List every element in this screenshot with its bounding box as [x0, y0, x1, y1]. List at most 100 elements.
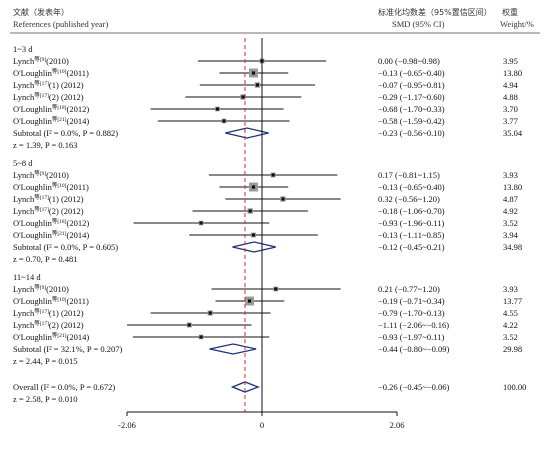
weight-text: 4.55 [503, 308, 518, 318]
study-label: Lynch等[17](1) (2012) [13, 79, 84, 90]
z-test-label: z = 0.70, P = 0.481 [13, 254, 78, 264]
ci-text: 0.32 (−0.56~1.20) [378, 194, 440, 204]
ci-text: 0.21 (−0.77~1.20) [378, 284, 440, 294]
overall-z-label: z = 2.58, P = 0.010 [13, 394, 78, 404]
weight-text: 3.70 [503, 104, 518, 114]
study-label: Lynch等[9](2010) [13, 283, 69, 294]
x-tick-label: 2.06 [390, 420, 405, 430]
weight-text: 3.77 [503, 116, 518, 126]
weight-text: 4.88 [503, 92, 518, 102]
study-label: Lynch等[9](2010) [13, 55, 69, 66]
weight-text: 100.00 [503, 382, 526, 392]
group-label: 5~8 d [13, 158, 33, 168]
ci-text: −0.23 (−0.56~0.10) [378, 128, 445, 138]
ci-text: −0.79 (−1.70~0.13) [378, 308, 445, 318]
point-estimate [281, 197, 285, 201]
subtotal-label: Subtotal (I² = 32.1%, P = 0.207) [13, 344, 122, 354]
point-estimate [199, 335, 203, 339]
study-label: O'Loughlin等[10](2011) [13, 67, 89, 78]
summary-diamond [230, 381, 260, 393]
header-effect-en: SMD (95% CI) [392, 19, 445, 29]
ci-text: −0.58 (−1.59~0.42) [378, 116, 445, 126]
ci-text: −0.12 (−0.45~0.21) [378, 242, 445, 252]
weight-text: 13.80 [503, 182, 522, 192]
ci-text: 0.17 (−0.81~1.15) [378, 170, 440, 180]
ci-text: −0.93 (−1.97~0.11) [378, 332, 444, 342]
point-estimate [187, 323, 191, 327]
header-weight-en: Weight/% [500, 19, 534, 29]
header-effect-cn: 标准化均数差（95%置信区间） [378, 7, 492, 17]
ci-text: −0.44 (−0.80~−0.09) [378, 344, 450, 354]
ci-text: −0.18 (−1.06~0.70) [378, 206, 445, 216]
point-estimate [241, 95, 245, 99]
point-estimate [271, 173, 275, 177]
weight-text: 13.77 [503, 296, 522, 306]
study-label: O'Loughlin等[10](2011) [13, 181, 89, 192]
point-estimate [215, 107, 220, 111]
ci-text: 0.00 (−0.98~0.98) [378, 56, 440, 66]
ci-text: −0.13 (−0.65~0.40) [378, 68, 445, 78]
study-label: O'Loughlin等[10](2011) [13, 295, 89, 306]
study-label: Lynch等[17](1) (2012) [13, 307, 84, 318]
subtotal-label: Subtotal (I² = 0.0%, P = 0.882) [13, 128, 118, 138]
point-estimate [247, 299, 252, 303]
study-label: Lynch等[17](2) (2012) [13, 91, 84, 102]
weight-text: 4.94 [503, 80, 519, 90]
ci-text: −0.29 (−1.17~0.60) [378, 92, 445, 102]
weight-text: 3.93 [503, 284, 518, 294]
z-test-label: z = 2.44, P = 0.015 [13, 356, 78, 366]
point-estimate [222, 119, 226, 123]
study-label: Lynch等[9](2010) [13, 169, 69, 180]
study-label: Lynch等[17](1) (2012) [13, 193, 84, 204]
study-label: O'Loughlin等[18](2012) [13, 217, 89, 228]
study-label: Lynch等[17](2) (2012) [13, 205, 84, 216]
subtotal-label: Subtotal (I² = 0.0%, P = 0.605) [13, 242, 118, 252]
point-estimate [251, 233, 256, 237]
weight-text: 29.98 [503, 344, 522, 354]
study-label: O'Loughlin等[21](2014) [13, 115, 89, 126]
ci-text: −1.11 (−2.06~−0.16) [378, 320, 449, 330]
ci-text: −0.07 (−0.95~0.81) [378, 80, 445, 90]
weight-text: 3.95 [503, 56, 518, 66]
group-label: 1~3 d [13, 44, 33, 54]
point-estimate [199, 221, 203, 225]
x-tick-label: 0 [260, 420, 264, 430]
weight-text: 3.94 [503, 230, 519, 240]
weight-text: 34.98 [503, 242, 522, 252]
weight-text: 35.04 [503, 128, 523, 138]
ci-text: −0.19 (−0.71~0.34) [378, 296, 445, 306]
point-estimate [251, 185, 256, 189]
study-label: O'Loughlin等[18](2012) [13, 103, 89, 114]
header-study-en: References (published year) [13, 19, 109, 29]
x-tick-label: -2.06 [118, 420, 136, 430]
header-study-cn: 文献（发表年） [13, 7, 69, 17]
point-estimate [248, 209, 252, 213]
study-label: O'Loughlin等[21](2014) [13, 331, 89, 342]
summary-diamond [209, 343, 257, 355]
z-test-label: z = 1.39, P = 0.163 [13, 140, 78, 150]
ci-text: −0.26 (−0.45~−0.06) [378, 382, 450, 392]
point-estimate [208, 311, 212, 315]
study-label: O'Loughlin等[21](2014) [13, 229, 89, 240]
weight-text: 3.52 [503, 218, 518, 228]
weight-text: 3.93 [503, 170, 518, 180]
group-label: 11~14 d [13, 272, 41, 282]
ci-text: −0.13 (−0.65~0.40) [378, 182, 445, 192]
weight-text: 13.80 [503, 68, 522, 78]
weight-text: 4.87 [503, 194, 518, 204]
point-estimate [255, 83, 260, 87]
ci-text: −0.13 (−1.11~0.85) [378, 230, 444, 240]
study-label: Lynch等[17](2) (2012) [13, 319, 84, 330]
header-weight-cn: 权重 [502, 7, 518, 17]
overall-label: Overall (I² = 0.0%, P = 0.672) [13, 382, 115, 392]
summary-diamond [232, 241, 276, 253]
weight-text: 4.22 [503, 320, 518, 330]
weight-text: 4.92 [503, 206, 518, 216]
ci-text: −0.93 (−1.96~0.11) [378, 218, 444, 228]
point-estimate [251, 71, 256, 75]
summary-diamond [225, 127, 269, 139]
ci-text: −0.68 (−1.70~0.33) [378, 104, 445, 114]
weight-text: 3.52 [503, 332, 518, 342]
